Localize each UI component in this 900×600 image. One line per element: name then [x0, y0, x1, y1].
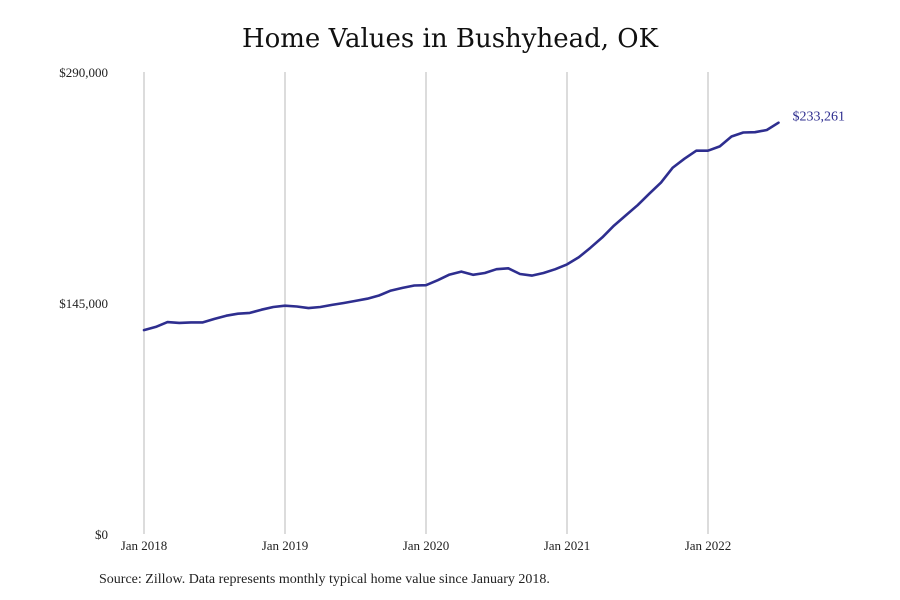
x-tick-label: Jan 2020: [403, 538, 450, 553]
chart-title: Home Values in Bushyhead, OK: [241, 24, 659, 54]
y-axis: $0 $145,000 $290,000: [59, 65, 108, 542]
y-tick-label: $290,000: [59, 65, 108, 80]
x-axis: Jan 2018 Jan 2019 Jan 2020 Jan 2021 Jan 2022: [121, 538, 732, 553]
x-tick-label: Jan 2018: [121, 538, 168, 553]
end-value-label: $233,261: [793, 110, 846, 125]
x-tick-label: Jan 2019: [262, 538, 309, 553]
y-tick-label: $0: [95, 527, 108, 542]
series-layer: $233,261: [142, 110, 846, 332]
y-tick-label: $145,000: [59, 296, 108, 311]
chart-source-note: Source: Zillow. Data represents monthly …: [99, 572, 550, 587]
grid-layer: [143, 72, 709, 534]
x-tick-label: Jan 2021: [544, 538, 591, 553]
x-tick-label: Jan 2022: [685, 538, 732, 553]
series-line: [142, 121, 780, 332]
